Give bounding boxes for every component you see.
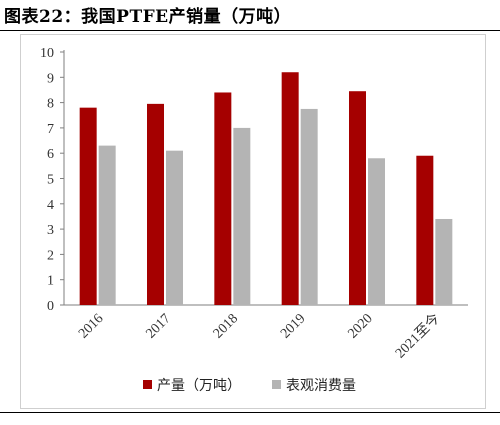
x-axis: 2016 2017 2018 2019 2020 2021至今 [64,304,468,362]
bar [281,72,299,306]
title-divider [0,30,500,31]
legend-label: 表观消费量 [286,378,356,394]
legend-label: 产量（万吨） [157,378,241,394]
y-tick-label: 7 [47,122,54,137]
bar-series-group [79,72,453,306]
x-tick-label: 2017 [143,311,173,341]
bar [368,158,385,305]
bar [147,103,164,306]
y-tick-label: 3 [47,223,54,238]
y-tick-label: 10 [40,46,54,61]
bar [166,150,183,305]
legend-swatch [143,380,152,389]
bar [435,218,453,305]
chart-frame [20,34,486,409]
bar [416,155,434,305]
y-tick-label: 0 [47,299,54,314]
legend-swatch [272,380,281,389]
bar-series-2 [98,108,453,306]
y-tick-label: 8 [47,97,54,112]
y-tick-label: 1 [47,274,54,289]
y-tick-label: 6 [47,147,54,162]
bar [214,92,232,305]
bar-series-1 [79,72,434,306]
y-tick-label: 5 [47,173,54,188]
y-axis: 0 1 2 3 4 5 6 7 8 9 10 [40,46,65,314]
bar [300,108,318,305]
legend: 产量（万吨） 表观消费量 [143,378,356,394]
x-tick-label: 2016 [76,311,106,341]
x-tick-label: 2019 [278,311,308,341]
bar [79,107,97,305]
y-tick-label: 4 [47,198,54,213]
x-tick-label: 2021至今 [392,311,443,362]
bar [349,91,366,305]
figure-title: 图表22：我国PTFE产销量（万吨） [4,7,292,27]
bar [98,145,116,305]
y-tick-label: 2 [47,248,54,263]
x-tick-label: 2018 [211,311,241,341]
y-tick-label: 9 [47,71,54,86]
x-tick-label: 2020 [345,311,375,341]
footer-divider [0,412,500,413]
bar [233,127,251,306]
